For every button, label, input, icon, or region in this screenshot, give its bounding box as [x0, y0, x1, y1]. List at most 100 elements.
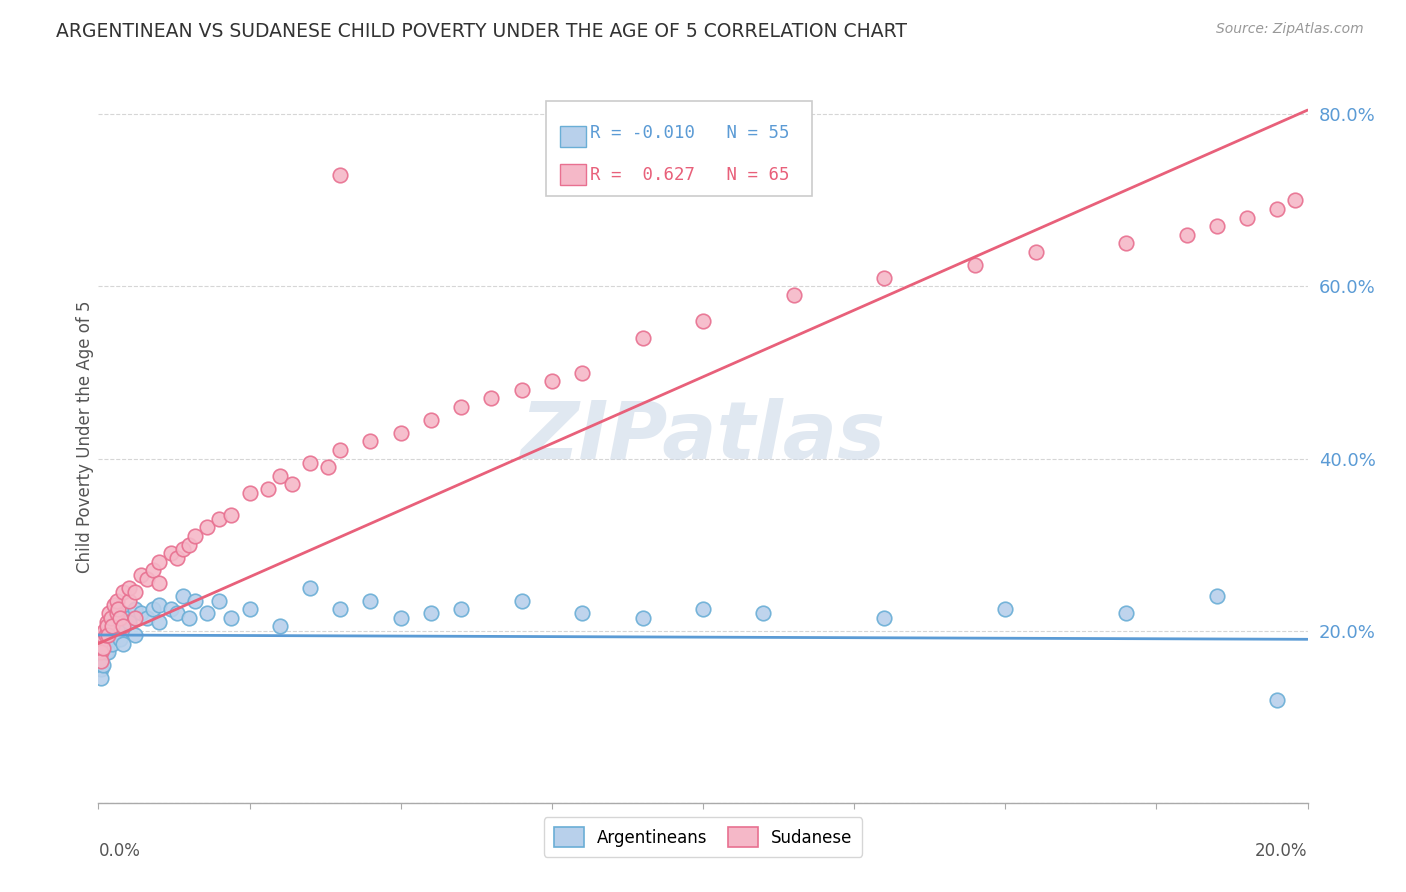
Point — [98, 624, 121, 638]
Point — [100, 611, 122, 625]
Point — [172, 589, 194, 603]
Point — [195, 520, 218, 534]
Point — [105, 593, 128, 607]
Point — [510, 593, 533, 607]
Point — [160, 602, 183, 616]
Point — [1267, 692, 1289, 706]
Point — [481, 392, 503, 406]
Point — [91, 649, 114, 664]
Point — [299, 456, 322, 470]
Point — [1115, 607, 1137, 621]
Point — [91, 640, 114, 655]
Text: ZIPatlas: ZIPatlas — [520, 398, 886, 476]
Legend: Argentineans, Sudanese: Argentineans, Sudanese — [544, 817, 862, 856]
Point — [1206, 589, 1229, 603]
Point — [96, 632, 118, 647]
Point — [142, 564, 165, 578]
Point — [129, 607, 152, 621]
Point — [96, 619, 118, 633]
Point — [179, 611, 201, 625]
Point — [124, 602, 146, 616]
Point — [124, 611, 146, 625]
Point — [100, 628, 122, 642]
Point — [389, 425, 412, 440]
Point — [1267, 202, 1289, 216]
Point — [111, 585, 134, 599]
Point — [90, 662, 112, 676]
Point — [631, 611, 654, 625]
Point — [108, 632, 131, 647]
Point — [166, 607, 188, 621]
Point — [107, 619, 129, 633]
Point — [148, 598, 170, 612]
Point — [160, 546, 183, 560]
Point — [239, 602, 262, 616]
Y-axis label: Child Poverty Under the Age of 5: Child Poverty Under the Age of 5 — [76, 301, 94, 574]
Point — [97, 645, 120, 659]
Text: R =  0.627   N = 65: R = 0.627 N = 65 — [591, 166, 790, 184]
Point — [1115, 236, 1137, 251]
Point — [221, 508, 243, 522]
Point — [450, 602, 472, 616]
Point — [221, 611, 243, 625]
Point — [873, 271, 896, 285]
Point — [103, 598, 125, 612]
Point — [100, 637, 122, 651]
Point — [96, 637, 118, 651]
Point — [195, 607, 218, 621]
Point — [1284, 194, 1306, 208]
FancyBboxPatch shape — [546, 101, 811, 195]
Point — [269, 468, 291, 483]
Point — [108, 611, 131, 625]
Point — [1024, 245, 1046, 260]
Point — [93, 624, 115, 638]
Point — [135, 611, 157, 625]
Point — [420, 413, 443, 427]
Point — [124, 628, 146, 642]
Point — [239, 486, 262, 500]
Point — [450, 400, 472, 414]
Point — [256, 482, 278, 496]
Point — [1236, 211, 1258, 225]
Point — [316, 460, 339, 475]
Point — [97, 628, 120, 642]
Point — [142, 602, 165, 616]
Point — [179, 538, 201, 552]
Point — [118, 581, 141, 595]
Point — [420, 607, 443, 621]
Point — [118, 615, 141, 629]
Point — [540, 374, 562, 388]
Point — [184, 529, 207, 543]
Point — [135, 572, 157, 586]
Point — [571, 366, 593, 380]
Point — [100, 619, 122, 633]
Point — [166, 550, 188, 565]
Point — [208, 593, 231, 607]
Text: ARGENTINEAN VS SUDANESE CHILD POVERTY UNDER THE AGE OF 5 CORRELATION CHART: ARGENTINEAN VS SUDANESE CHILD POVERTY UN… — [56, 22, 907, 41]
Point — [91, 658, 114, 673]
Point — [89, 654, 111, 668]
Point — [692, 314, 714, 328]
Point — [873, 611, 896, 625]
Point — [631, 331, 654, 345]
Point — [96, 615, 118, 629]
Point — [124, 585, 146, 599]
Point — [783, 288, 806, 302]
Point — [389, 611, 412, 625]
Point — [329, 602, 352, 616]
Point — [118, 593, 141, 607]
Point — [184, 593, 207, 607]
Text: Source: ZipAtlas.com: Source: ZipAtlas.com — [1216, 22, 1364, 37]
Point — [329, 442, 352, 457]
Point — [299, 581, 322, 595]
Point — [94, 645, 117, 659]
Point — [90, 671, 112, 685]
Point — [752, 607, 775, 621]
Point — [107, 602, 129, 616]
Point — [148, 576, 170, 591]
Point — [360, 434, 382, 449]
Point — [281, 477, 304, 491]
Point — [90, 654, 112, 668]
Point — [692, 602, 714, 616]
Point — [329, 168, 352, 182]
